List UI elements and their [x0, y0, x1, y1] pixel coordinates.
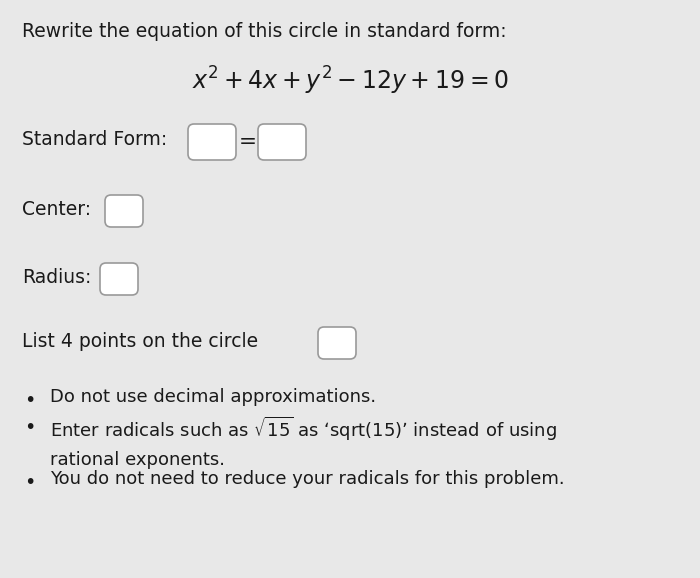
Text: Radius:: Radius: — [22, 268, 92, 287]
Text: Enter radicals such as $\sqrt{15}$ as ‘sqrt(15)’ instead of using
rational expon: Enter radicals such as $\sqrt{15}$ as ‘s… — [50, 415, 557, 469]
Text: =: = — [239, 132, 257, 152]
Text: Standard Form:: Standard Form: — [22, 130, 167, 149]
Text: •: • — [25, 473, 36, 492]
FancyBboxPatch shape — [188, 124, 236, 160]
FancyBboxPatch shape — [258, 124, 306, 160]
Text: You do not need to reduce your radicals for this problem.: You do not need to reduce your radicals … — [50, 470, 565, 488]
Text: List 4 points on the circle: List 4 points on the circle — [22, 332, 258, 351]
FancyBboxPatch shape — [318, 327, 356, 359]
Text: •: • — [25, 418, 36, 437]
Text: $x^2 + 4x + y^2 - 12y + 19 = 0$: $x^2 + 4x + y^2 - 12y + 19 = 0$ — [192, 65, 508, 97]
FancyBboxPatch shape — [105, 195, 143, 227]
FancyBboxPatch shape — [100, 263, 138, 295]
Text: •: • — [25, 391, 36, 410]
Text: Center:: Center: — [22, 200, 91, 219]
Text: Rewrite the equation of this circle in standard form:: Rewrite the equation of this circle in s… — [22, 22, 507, 41]
Text: Do not use decimal approximations.: Do not use decimal approximations. — [50, 388, 376, 406]
